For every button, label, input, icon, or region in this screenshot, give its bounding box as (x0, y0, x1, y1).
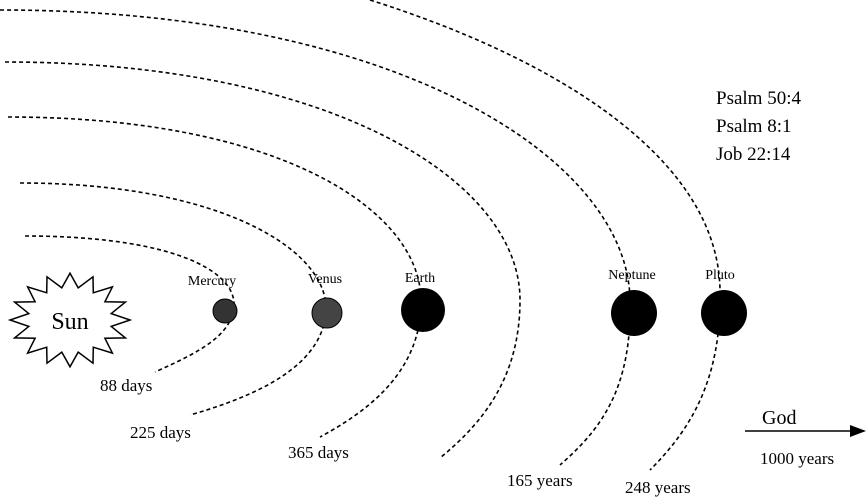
orbit (0, 9, 631, 466)
orbit (4, 61, 521, 459)
earth (401, 288, 445, 332)
reference: Psalm 8:1 (716, 116, 791, 137)
reference: Job 22:14 (716, 144, 791, 165)
god-label: God (762, 407, 796, 429)
period: 88 days (100, 376, 152, 395)
planet-name: Neptune (608, 268, 655, 283)
reference: Psalm 50:4 (716, 88, 801, 109)
planet-name: Mercury (188, 274, 236, 289)
period: 165 years (507, 471, 573, 490)
sun-star (7, 271, 133, 369)
pluto (701, 290, 747, 336)
arrow-head (850, 425, 866, 437)
planet-name: Venus (308, 272, 342, 287)
venus (311, 297, 343, 329)
period: 225 days (130, 423, 191, 442)
orbit (369, 0, 721, 471)
neptune (611, 290, 657, 336)
god-period: 1000 years (760, 449, 834, 468)
mercury (212, 298, 238, 324)
planet-name: Pluto (705, 268, 735, 283)
orbit (19, 182, 327, 416)
planet-name: Earth (405, 271, 435, 286)
period: 365 days (288, 443, 349, 462)
period: 248 years (625, 478, 691, 497)
sun-label: Sun (51, 309, 88, 335)
orbit (24, 235, 235, 373)
